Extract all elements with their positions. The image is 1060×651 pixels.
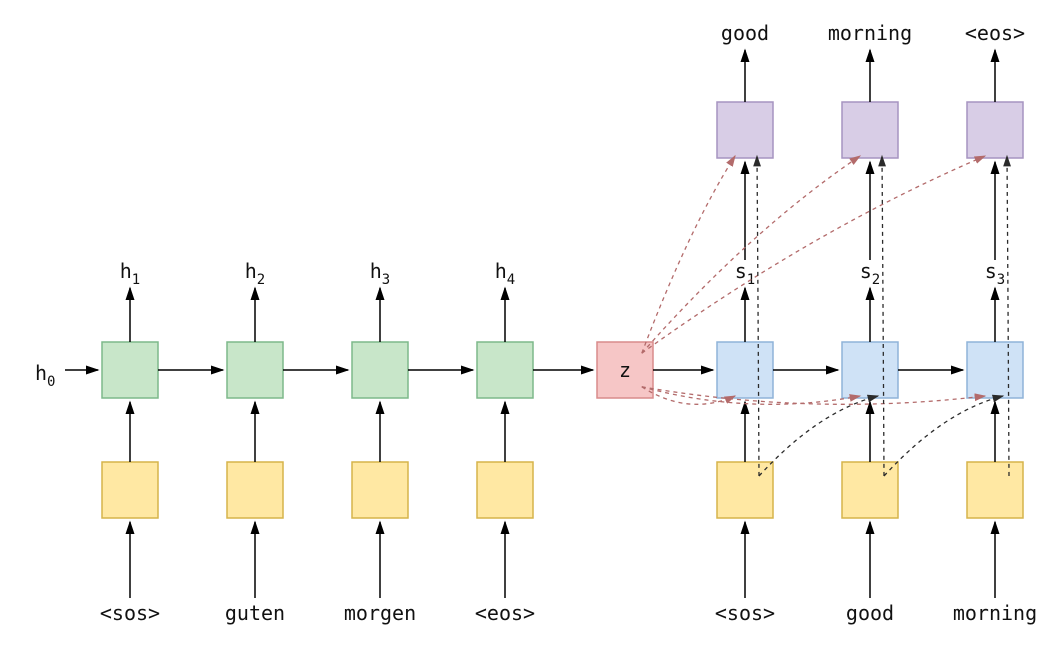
context-label: z [619, 358, 631, 382]
emb-to-out-2 [1007, 156, 1009, 476]
decoder-cell-0 [717, 342, 773, 398]
encoder-h-label-1: h2 [245, 259, 265, 288]
encoder-h-label-2: h3 [370, 259, 390, 288]
z-to-out-0 [642, 156, 735, 353]
encoder-cell-1 [227, 342, 283, 398]
decoder-s-label-0: s1 [735, 259, 755, 288]
encoder-cell-2 [352, 342, 408, 398]
decoder-embed-2 [967, 462, 1023, 518]
output-box-0 [717, 102, 773, 158]
z-to-out-2 [642, 156, 985, 353]
output-box-2 [967, 102, 1023, 158]
decoder-s-label-2: s3 [985, 259, 1005, 288]
h0-label: h0 [35, 361, 55, 390]
encoder-input-0: <sos> [100, 601, 160, 625]
encoder-cell-0 [102, 342, 158, 398]
output-label-0: good [721, 21, 769, 45]
encoder-h-label-3: h4 [495, 259, 515, 288]
decoder-input-1: good [846, 601, 894, 625]
decoder-input-2: morning [953, 601, 1037, 625]
decoder-cell-1 [842, 342, 898, 398]
decoder-input-0: <sos> [715, 601, 775, 625]
decoder-embed-0 [717, 462, 773, 518]
output-label-2: <eos> [965, 21, 1025, 45]
z-to-cell-2 [642, 387, 985, 405]
encoder-embed-2 [352, 462, 408, 518]
encoder-input-1: guten [225, 601, 285, 625]
encoder-cell-3 [477, 342, 533, 398]
encoder-h-label-0: h1 [120, 259, 140, 288]
emb-to-out-0 [757, 156, 759, 476]
decoder-s-label-1: s2 [860, 259, 880, 288]
z-to-out-1 [642, 156, 860, 353]
output-box-1 [842, 102, 898, 158]
encoder-embed-0 [102, 462, 158, 518]
encoder-input-3: <eos> [475, 601, 535, 625]
output-label-1: morning [828, 21, 912, 45]
encoder-embed-1 [227, 462, 283, 518]
decoder-cell-2 [967, 342, 1023, 398]
decoder-embed-1 [842, 462, 898, 518]
encoder-embed-3 [477, 462, 533, 518]
encoder-input-2: morgen [344, 601, 416, 625]
